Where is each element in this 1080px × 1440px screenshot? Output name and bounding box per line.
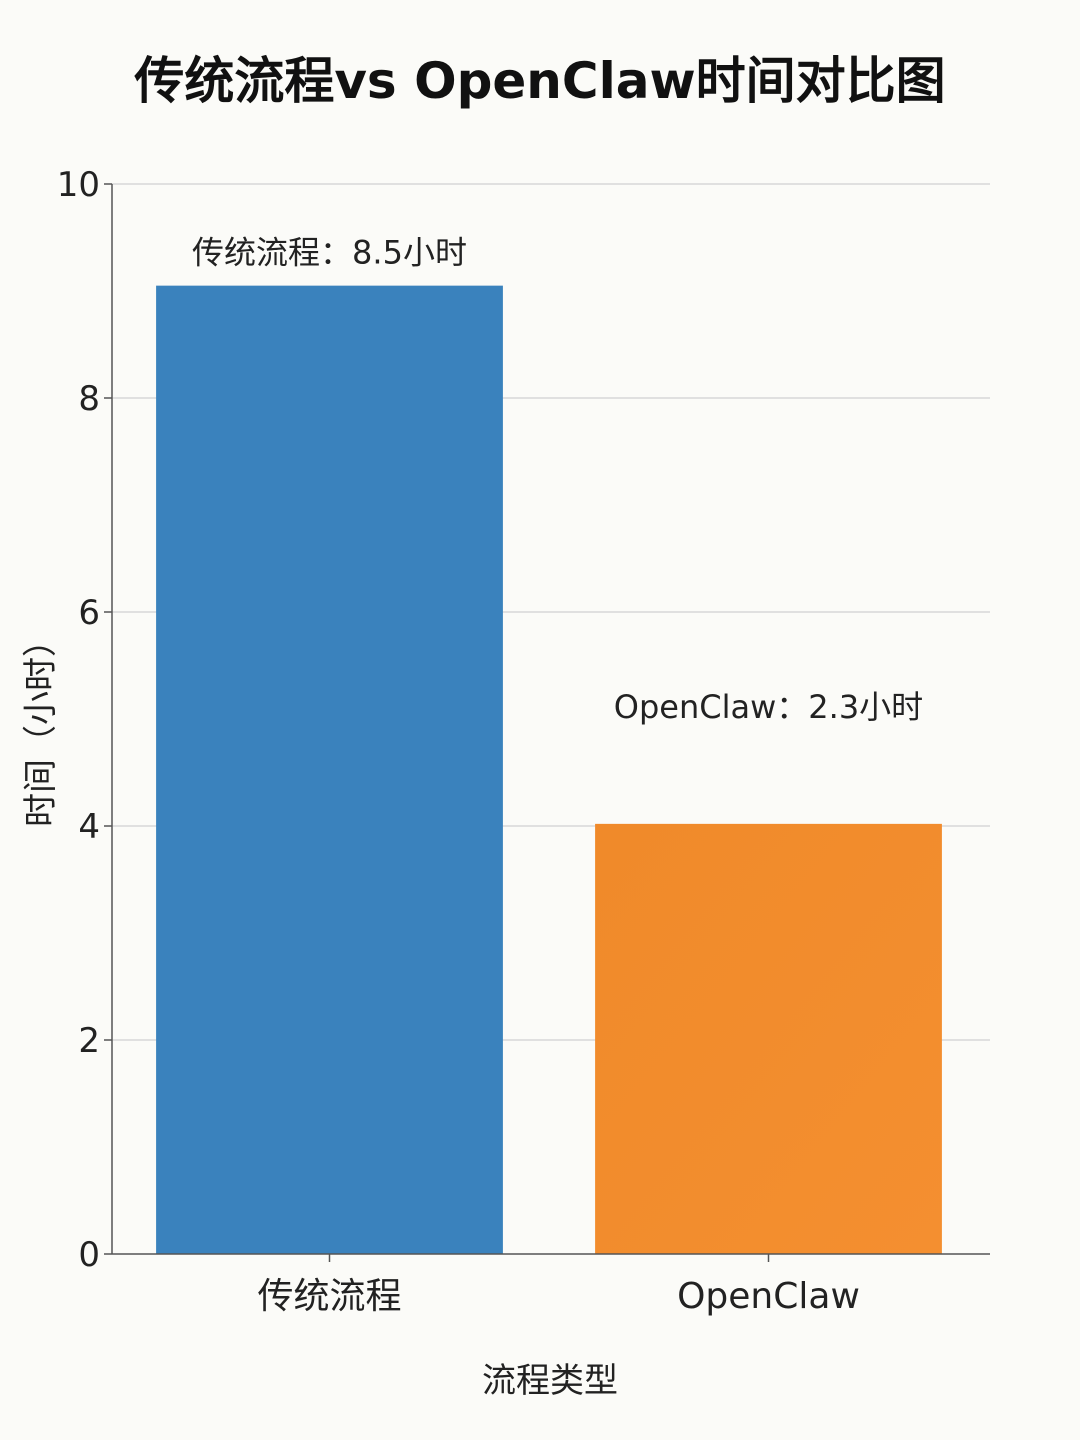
y-tick-label: 10 [57, 165, 100, 205]
y-tick-label: 4 [78, 807, 100, 847]
x-tick-label: OpenClaw [677, 1276, 860, 1317]
labels: 0 2 4 6 8 10 传统流程 传统流程：8.5小时 OpenClaw OpenClaw：2.… [57, 165, 923, 1317]
y-tick-label: 6 [78, 593, 100, 633]
bar-1 [595, 823, 942, 1254]
data-label-1: OpenClaw：2.3小时 [614, 688, 923, 726]
chart-title: 传统流程vs OpenClaw时间对比图 [133, 52, 945, 110]
y-tick-label: 8 [78, 379, 100, 419]
axes [104, 183, 990, 1262]
bar-0 [156, 285, 503, 1254]
y-axis-title: 时间（小时） [21, 623, 61, 827]
data-label-0: 传统流程：8.5小时 [192, 234, 467, 272]
x-axis-title: 流程类型 [482, 1361, 618, 1401]
y-tick-label: 2 [78, 1021, 100, 1061]
x-tick-label: 传统流程 [257, 1276, 401, 1317]
bars [156, 285, 942, 1254]
y-tick-label: 0 [78, 1235, 100, 1275]
